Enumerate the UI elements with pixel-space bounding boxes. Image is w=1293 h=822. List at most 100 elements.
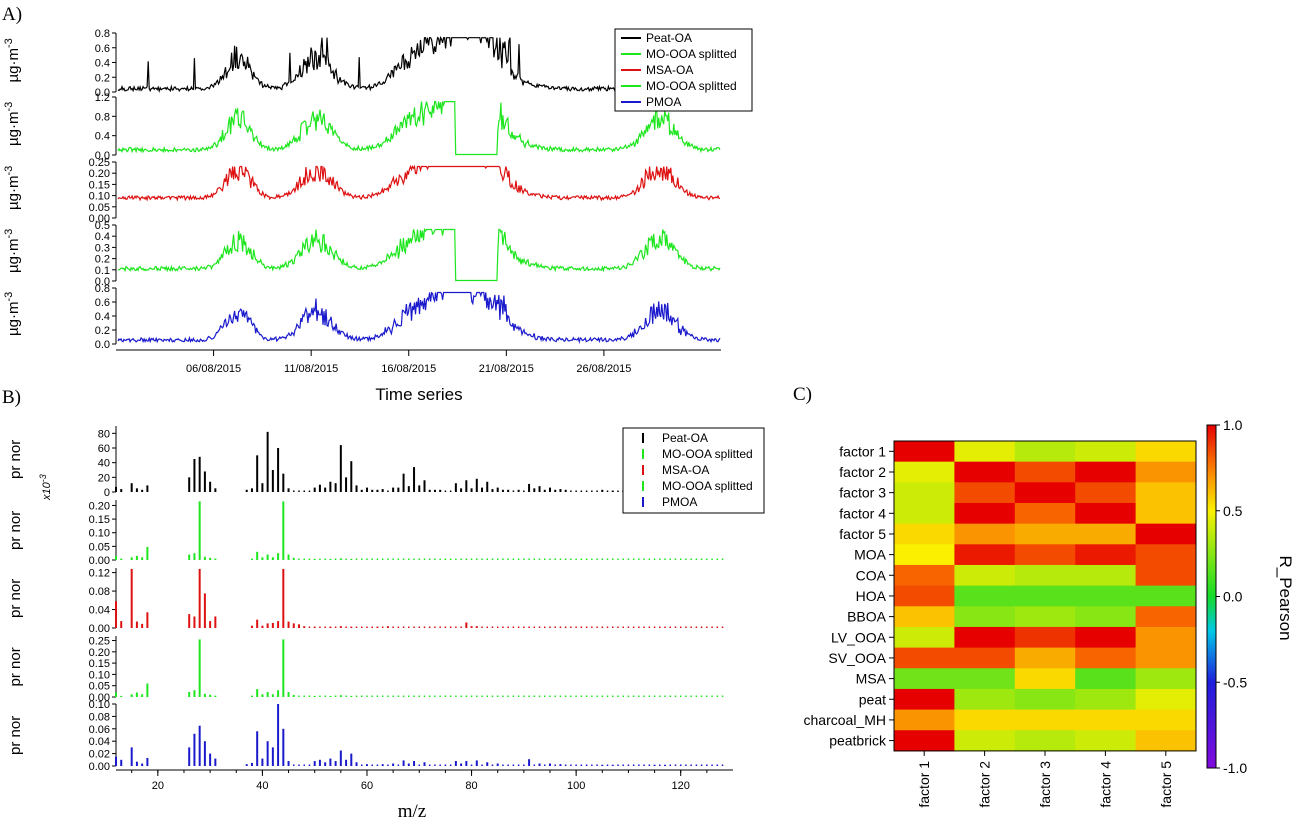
heatmap-cell-2-4: [1075, 461, 1137, 483]
panel-b-x-axis-title: m/z: [398, 801, 427, 822]
heatmap-cell-14-1: [894, 709, 955, 731]
heatmap-cell-15-3: [1014, 730, 1076, 752]
heatmap-cell-1-5: [1135, 441, 1197, 463]
heatmap-cell-12-2: [954, 668, 1016, 690]
colorbar-label: R_Pearson: [1276, 555, 1293, 640]
panel-a-y-tick-label: 0.25: [89, 157, 110, 169]
colorbar-tick-label: 0.0: [1223, 589, 1243, 605]
panel-b-y-label: pr nor: [7, 647, 24, 686]
heatmap-cell-2-5: [1135, 461, 1197, 483]
heatmap-row-label: MSA: [856, 671, 887, 687]
panel-b-y-tick-label: 0.25: [89, 636, 110, 648]
panel-a-y-tick-label: 0.4: [95, 58, 110, 70]
panel-a-series-3-line: [117, 164, 721, 202]
heatmap-cell-2-3: [1014, 461, 1076, 483]
panel-a-x-tick-label: 11/08/2015: [284, 363, 338, 375]
heatmap-cell-5-4: [1075, 523, 1137, 545]
heatmap-row-label: factor 4: [839, 505, 886, 521]
heatmap-cell-14-3: [1014, 709, 1076, 731]
heatmap-cell-13-3: [1014, 688, 1076, 711]
heatmap-cell-11-3: [1014, 647, 1076, 669]
panel-b-y-tick-label: 0.05: [89, 541, 110, 553]
panel-b-x-tick-label: 80: [465, 780, 477, 792]
panel-b-y-tick-label: 0.06: [89, 724, 110, 736]
panel-b-y-tick-label: 0.04: [89, 605, 110, 617]
panel-b-label: B): [2, 387, 21, 408]
panel-c-correlation-heatmap: C) factor 1 factor 2 factor 3 factor 4 factor…: [793, 384, 1293, 808]
heatmap-cell-5-2: [954, 523, 1016, 545]
heatmap-cell-8-5: [1135, 585, 1197, 607]
panel-b-y-label: pr nor: [7, 511, 24, 550]
panel-a-y-tick-label: 0.1: [95, 265, 110, 277]
panel-b-y-tick-label: 0.02: [89, 749, 110, 761]
heatmap-cell-13-1: [894, 688, 955, 711]
panel-a-y-unit: µg·m-3: [3, 102, 22, 146]
panel-a-series-4-line: [117, 227, 721, 282]
panel-a-y-tick-label: 0.8: [95, 111, 110, 123]
panel-a-legend-entry: MO-OOA splitted: [646, 79, 737, 93]
panel-b-legend-box: [622, 427, 765, 514]
panel-a-legend-entry: Peat-OA: [646, 31, 692, 45]
panel-a-y-unit: µg·m-3: [3, 229, 22, 273]
panel-b-exponent: x10-3: [38, 474, 53, 501]
heatmap-cell-10-2: [954, 626, 1016, 649]
panel-b-y-tick-label: 40: [98, 458, 110, 470]
panel-b-legend-entry: Peat-OA: [662, 431, 708, 445]
panel-b-y-tick-label: 0.10: [89, 669, 110, 681]
heatmap-cell-14-2: [954, 709, 1016, 731]
colorbar-tick-label: 0.5: [1223, 503, 1243, 519]
panel-a-y-tick-label: 0.0: [95, 339, 110, 351]
panel-b-y-tick-label: 0.15: [89, 658, 110, 670]
panel-b-y-tick-label: 0.15: [89, 514, 110, 526]
panel-b-y-tick-label: 0.00: [89, 555, 110, 567]
heatmap-row-label: LV_OOA: [831, 629, 887, 645]
panel-a-y-tick-label: 0.05: [89, 202, 110, 214]
panel-b-legend: Peat-OA MO-OOA splitted MSA-OA MO-OOA split…: [622, 427, 765, 514]
panel-a-legend-entry: MO-OOA splitted: [646, 47, 737, 61]
heatmap-cell-7-4: [1075, 564, 1137, 587]
panel-b-y-tick-label: 0.10: [89, 699, 110, 711]
heatmap-cell-4-5: [1135, 502, 1197, 525]
heatmap-cell-10-5: [1135, 626, 1197, 649]
panel-a-y-tick-label: 0.4: [95, 131, 110, 143]
panel-b-y-tick-label: 0.05: [89, 681, 110, 693]
panel-a-y-tick-label: 0.20: [89, 168, 110, 180]
panel-a-y-tick-label: 0.2: [95, 72, 110, 84]
panel-b-y-tick-label: 0.12: [89, 568, 110, 580]
heatmap-cell-9-5: [1135, 606, 1197, 628]
heatmap-cell-8-1: [894, 585, 955, 607]
panel-a-x-tick-label: 21/08/2015: [479, 363, 534, 375]
heatmap-cell-1-1: [894, 441, 955, 463]
panel-b-y-tick-label: 20: [98, 472, 110, 484]
panel-a-legend: Peat-OA MO-OOA splitted MSA-OA MO-OOA split…: [614, 28, 753, 112]
heatmap-cell-4-4: [1075, 502, 1137, 525]
heatmap-cell-9-4: [1075, 606, 1137, 628]
panel-a-y-tick-label: 0.6: [95, 297, 110, 309]
panel-b-y-tick-label: 0.00: [89, 623, 110, 635]
heatmap-row-label: HOA: [856, 588, 887, 604]
panel-b-y-tick-label: 0.08: [89, 586, 110, 598]
heatmap-cell-5-5: [1135, 523, 1197, 545]
panel-b-legend-entry: MO-OOA splitted: [662, 447, 753, 461]
panel-a-y-tick-label: 0.8: [95, 283, 110, 295]
panel-c-label: C): [793, 384, 812, 405]
panel-b-x-tick-label: 100: [567, 780, 585, 792]
heatmap-cell-15-4: [1075, 730, 1137, 752]
heatmap-cell-13-4: [1075, 688, 1137, 711]
panel-b-y-label: pr nor: [7, 440, 24, 479]
heatmap-row-label: BBOA: [847, 609, 887, 625]
heatmap-row-label: COA: [856, 567, 887, 583]
panel-a-legend-entry: PMOA: [646, 95, 681, 109]
heatmap-cell-11-1: [894, 647, 955, 669]
panel-b-legend-entry: PMOA: [662, 495, 697, 509]
heatmap-cell-15-1: [894, 730, 955, 752]
heatmap-cell-1-2: [954, 441, 1016, 463]
heatmap-cell-6-5: [1135, 544, 1197, 566]
panel-a-y-tick-label: 0.6: [95, 43, 110, 55]
heatmap-cell-3-4: [1075, 482, 1137, 504]
heatmap-cell-6-4: [1075, 544, 1137, 566]
heatmap-cell-12-4: [1075, 668, 1137, 690]
heatmap-cell-9-3: [1014, 606, 1076, 628]
